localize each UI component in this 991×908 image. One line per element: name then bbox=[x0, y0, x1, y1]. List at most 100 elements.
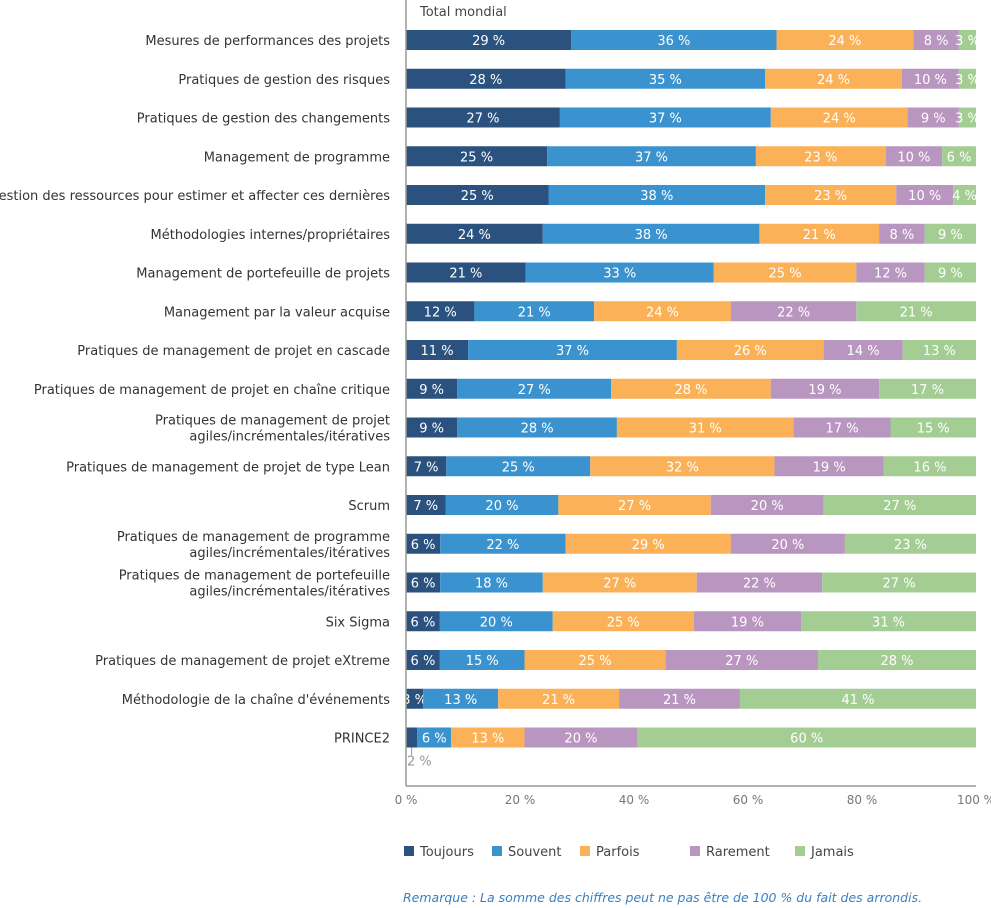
data-label: 27 % bbox=[883, 499, 916, 514]
category-label: PRINCE2 bbox=[334, 732, 390, 747]
bar-segment-toujours bbox=[406, 611, 440, 632]
category-label: Pratiques de gestion des risques bbox=[178, 73, 390, 88]
category-label: Pratiques de management de portefeuille a… bbox=[119, 569, 391, 600]
bar-segment-toujours bbox=[406, 146, 548, 167]
bar-segment-souvent bbox=[542, 223, 760, 244]
data-label: 20 % bbox=[771, 538, 804, 553]
data-label: 9 % bbox=[938, 267, 963, 282]
bar-segment-jamais bbox=[924, 223, 976, 244]
bar-segment-jamais bbox=[890, 417, 976, 438]
bar-segment-souvent bbox=[547, 146, 756, 167]
bar-segment-toujours bbox=[406, 107, 560, 128]
data-label: 28 % bbox=[469, 73, 502, 88]
bar-segment-jamais bbox=[801, 611, 976, 632]
bar-segment-toujours bbox=[406, 688, 424, 709]
data-label: 11 % bbox=[421, 344, 454, 359]
data-label: 24 % bbox=[823, 112, 856, 127]
x-tick-label: 0 % bbox=[395, 793, 418, 807]
bar-segment-toujours bbox=[406, 417, 458, 438]
bar-segment-rarement bbox=[696, 572, 823, 593]
bar-segment-parfois bbox=[676, 340, 824, 360]
category-label: Gestion des ressources pour estimer et a… bbox=[0, 189, 390, 204]
bar-segment-rarement bbox=[710, 495, 824, 515]
bar-segment-souvent bbox=[474, 301, 595, 322]
bar-segment-rarement bbox=[730, 301, 857, 322]
category-label: Pratiques de management de projet en cas… bbox=[77, 344, 390, 359]
data-label: 3 % bbox=[955, 73, 980, 88]
bar-segment-toujours bbox=[406, 223, 543, 244]
bar-segment-parfois bbox=[755, 146, 886, 167]
bar-segment-souvent bbox=[440, 533, 566, 554]
bar-segment-rarement bbox=[896, 185, 954, 205]
bar-segment-souvent bbox=[417, 727, 452, 748]
category-label: Six Sigma bbox=[326, 615, 390, 630]
data-label: 3 % bbox=[955, 34, 980, 49]
legend-swatch-toujours bbox=[404, 846, 414, 856]
bar-segment-rarement bbox=[823, 340, 903, 360]
bar-segment-parfois bbox=[451, 727, 525, 748]
data-label: 25 % bbox=[579, 654, 612, 669]
bar-segment-toujours bbox=[406, 30, 572, 50]
bar-segment-rarement bbox=[907, 107, 959, 128]
data-label: 25 % bbox=[460, 150, 493, 165]
legend-swatch-jamais bbox=[795, 846, 805, 856]
bar-segment-rarement bbox=[665, 650, 818, 670]
data-label: 27 % bbox=[618, 499, 651, 514]
bar-segment-souvent bbox=[565, 68, 766, 89]
data-label: 16 % bbox=[913, 460, 946, 475]
data-label: 6 % bbox=[947, 150, 972, 165]
data-label: 20 % bbox=[564, 732, 597, 747]
bar-segment-toujours bbox=[406, 650, 440, 670]
data-label: 25 % bbox=[769, 267, 802, 282]
data-label: 6 % bbox=[411, 538, 436, 553]
bar-segment-parfois bbox=[770, 107, 908, 128]
legend-label: Toujours bbox=[419, 845, 474, 860]
data-label: 37 % bbox=[556, 344, 589, 359]
data-label: 7 % bbox=[413, 499, 438, 514]
bar-segment-rarement bbox=[901, 68, 959, 89]
data-label: 29 % bbox=[472, 34, 505, 49]
bar-segment-jamais bbox=[942, 146, 976, 167]
data-label: 6 % bbox=[411, 577, 436, 592]
bar-segment-souvent bbox=[457, 417, 617, 438]
category-label: Pratiques de management de projet en cha… bbox=[34, 383, 390, 398]
data-label: 28 % bbox=[880, 654, 913, 669]
data-label: 21 % bbox=[900, 305, 933, 320]
data-label: 13 % bbox=[923, 344, 956, 359]
x-tick-label: 80 % bbox=[847, 793, 878, 807]
bar-segment-toujours bbox=[406, 378, 458, 399]
bar-segment-souvent bbox=[440, 572, 543, 593]
bar-segment-rarement bbox=[524, 727, 638, 748]
bar-segment-toujours bbox=[406, 262, 526, 283]
bar-segment-parfois bbox=[498, 688, 620, 709]
data-label: 12 % bbox=[424, 305, 457, 320]
bar-segment-jamais bbox=[844, 533, 976, 554]
data-label: 21 % bbox=[449, 267, 482, 282]
data-label: 9 % bbox=[921, 112, 946, 127]
category-label: Méthodologies internes/propriétaires bbox=[151, 228, 391, 243]
data-label: 26 % bbox=[734, 344, 767, 359]
data-label: 29 % bbox=[632, 538, 665, 553]
data-label: 9 % bbox=[938, 228, 963, 243]
data-label: 27 % bbox=[466, 112, 499, 127]
bar-segment-jamais bbox=[822, 572, 976, 593]
bars: Mesures de performances des projets 29 % 3… bbox=[0, 30, 980, 770]
data-label: 21 % bbox=[663, 693, 696, 708]
data-label: 32 % bbox=[666, 460, 699, 475]
data-label: 27 % bbox=[603, 577, 636, 592]
bar-segment-jamais bbox=[958, 107, 976, 128]
bar-segment-parfois bbox=[590, 456, 775, 477]
data-label: 24 % bbox=[828, 34, 861, 49]
category-label: Management de programme bbox=[204, 150, 390, 165]
legend-swatch-parfois bbox=[580, 846, 590, 856]
data-label: 24 % bbox=[458, 228, 491, 243]
data-label: 17 % bbox=[826, 422, 859, 437]
bar-segment-souvent bbox=[423, 688, 499, 709]
data-label: 27 % bbox=[725, 654, 758, 669]
bar-segment-souvent bbox=[439, 650, 525, 670]
data-label: 23 % bbox=[804, 150, 837, 165]
data-label: 24 % bbox=[646, 305, 679, 320]
data-label: 12 % bbox=[874, 267, 907, 282]
data-label: 41 % bbox=[841, 693, 874, 708]
